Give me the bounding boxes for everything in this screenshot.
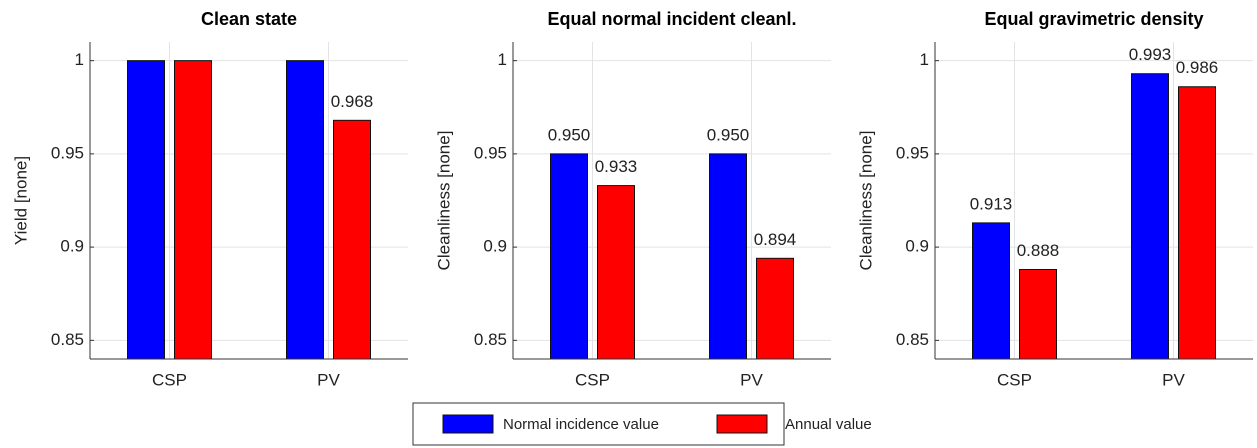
y-axis-label: Yield [none] [11, 156, 30, 245]
legend-swatch [716, 414, 768, 434]
bar [550, 153, 588, 360]
bar [174, 60, 212, 360]
bar [286, 60, 324, 360]
bar [597, 185, 635, 360]
y-tick-label: 0.9 [483, 237, 507, 256]
x-tick-label: PV [740, 370, 763, 389]
value-label: 0.913 [970, 194, 1013, 213]
bar [1019, 268, 1057, 360]
y-axis-label: Cleanliness [none] [434, 131, 453, 271]
value-label: 0.894 [754, 230, 797, 249]
y-tick-label: 0.85 [896, 330, 929, 349]
value-label: 0.950 [548, 125, 591, 144]
bar [1178, 86, 1216, 360]
value-label: 0.968 [331, 92, 374, 111]
bar [1131, 73, 1169, 360]
y-tick-label: 1 [498, 50, 507, 69]
y-tick-label: 0.85 [474, 330, 507, 349]
y-tick-label: 0.9 [60, 237, 84, 256]
value-label: 0.888 [1017, 241, 1060, 260]
x-tick-label: CSP [997, 370, 1032, 389]
legend-label: Normal incidence value [503, 416, 659, 433]
chart-title: Equal normal incident cleanl. [547, 9, 796, 29]
legend-swatch [442, 414, 494, 434]
value-label: 0.993 [1129, 45, 1172, 64]
chart-title: Clean state [201, 9, 297, 29]
y-axis-label: Cleanliness [none] [856, 131, 875, 271]
chart-title: Equal gravimetric density [984, 9, 1203, 29]
y-tick-label: 0.85 [51, 330, 84, 349]
y-tick-label: 1 [75, 50, 84, 69]
bar [333, 119, 371, 360]
y-tick-label: 1 [920, 50, 929, 69]
bar [127, 60, 165, 360]
bar [972, 222, 1010, 360]
y-tick-label: 0.95 [896, 143, 929, 162]
x-tick-label: CSP [152, 370, 187, 389]
y-tick-label: 0.9 [905, 237, 929, 256]
bar [756, 257, 794, 360]
x-tick-label: PV [317, 370, 340, 389]
x-tick-label: PV [1162, 370, 1185, 389]
x-tick-label: CSP [575, 370, 610, 389]
y-tick-label: 0.95 [474, 143, 507, 162]
bar [709, 153, 747, 360]
value-label: 0.986 [1176, 58, 1219, 77]
legend-label: Annual value [785, 416, 872, 433]
value-label: 0.933 [595, 157, 638, 176]
y-tick-label: 0.95 [51, 143, 84, 162]
value-label: 0.950 [707, 125, 750, 144]
